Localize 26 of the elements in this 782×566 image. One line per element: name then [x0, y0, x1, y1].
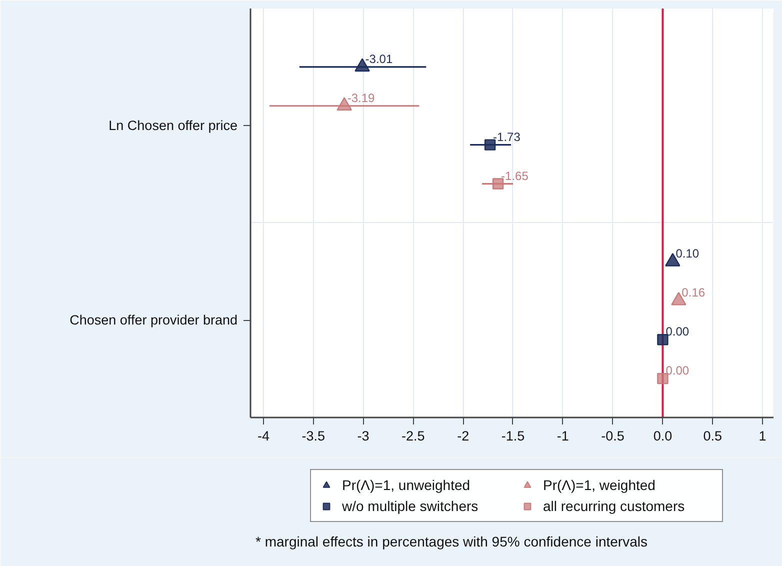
legend-label: Pr(Λ)=1, weighted [543, 477, 656, 493]
x-tick-label: -4 [257, 428, 270, 444]
x-tick-label: 0.5 [703, 428, 722, 444]
data-label: -3.01 [365, 52, 393, 66]
data-label: -1.73 [493, 130, 521, 144]
x-tick-label: -1 [556, 428, 569, 444]
x-tick-label: -2 [457, 428, 470, 444]
data-label: -1.65 [501, 168, 529, 183]
legend-label: w/o multiple switchers [342, 498, 480, 514]
x-tick-label: -0.5 [601, 428, 624, 444]
text: * marginal effects in percentages with 95% confidence intervals [256, 534, 648, 550]
data-label: 0.16 [682, 286, 706, 300]
x-tick-label: -3 [357, 428, 370, 444]
legend-label: all recurring customers [543, 498, 686, 514]
x-tick-label: -2.5 [402, 428, 425, 444]
y-tick-label: Ln Chosen offer price [108, 118, 238, 133]
x-tick-label: 1 [758, 428, 766, 444]
data-label: 0.00 [666, 324, 690, 339]
data-label: 0.00 [666, 364, 690, 378]
x-tick-label: -1.5 [501, 428, 525, 444]
legend-label: Pr(Λ)=1, unweighted [342, 477, 472, 493]
data-label: -3.19 [347, 90, 375, 105]
data-label: 0.10 [676, 246, 700, 261]
y-tick-label: Chosen offer provider brand [70, 312, 238, 328]
x-tick-label: -3.5 [302, 428, 326, 444]
x-tick-label: 0.0 [653, 428, 672, 444]
